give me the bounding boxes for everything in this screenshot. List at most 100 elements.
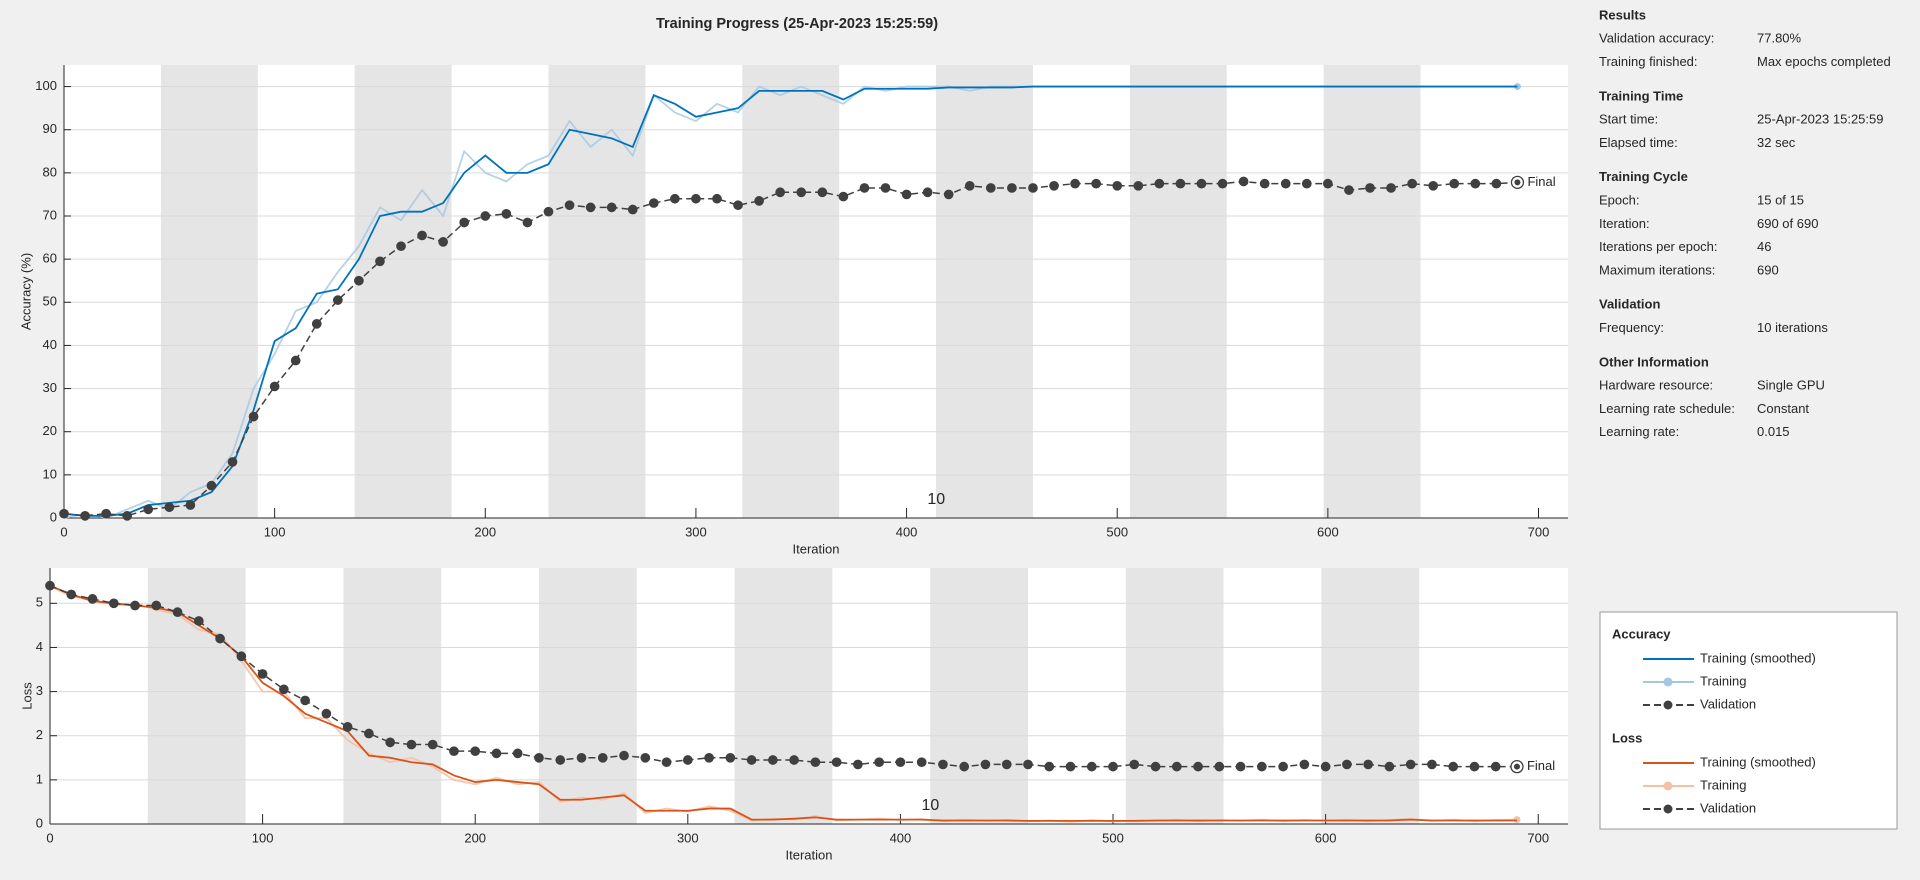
validation-point: [796, 187, 807, 198]
validation-point: [895, 757, 906, 768]
validation-point: [130, 600, 140, 611]
epoch-band: [160, 65, 258, 518]
validation-point: [1448, 761, 1459, 772]
validation-point: [789, 755, 799, 765]
legend-label: Validation: [1700, 696, 1756, 711]
validation-point: [1469, 761, 1480, 772]
validation-point: [101, 508, 111, 519]
validation-point: [269, 381, 280, 392]
validation-point: [1491, 178, 1502, 189]
validation-point: [470, 746, 481, 757]
validation-point: [1086, 761, 1097, 772]
validation-point: [648, 198, 659, 208]
info-value: 15 of 15: [1757, 193, 1804, 208]
info-value: 32 sec: [1757, 135, 1796, 150]
validation-point: [290, 355, 301, 366]
validation-point: [1405, 759, 1416, 770]
epoch-band: [936, 65, 1033, 518]
info-label: Iterations per epoch:: [1599, 239, 1718, 254]
validation-point: [712, 193, 722, 204]
x-tick-label: 600: [1317, 524, 1339, 539]
validation-point: [375, 256, 385, 267]
validation-point: [1238, 176, 1249, 187]
validation-point: [1070, 178, 1080, 189]
validation-point: [704, 752, 714, 763]
validation-point: [151, 600, 162, 611]
validation-point: [1049, 180, 1059, 191]
validation-point: [1320, 761, 1331, 772]
info-heading: Training Cycle: [1599, 169, 1688, 184]
validation-point: [321, 708, 332, 719]
series-line: [49, 584, 1517, 822]
validation-point: [831, 757, 842, 768]
validation-point: [385, 737, 396, 748]
validation-point: [1091, 178, 1102, 189]
validation-point: [459, 217, 470, 228]
info-label: Validation accuracy:: [1599, 31, 1714, 46]
info-label: Iteration:: [1599, 216, 1650, 231]
series-line: [63, 85, 1518, 517]
legend-marker: [1663, 781, 1673, 791]
chart-title: Training Progress (25-Apr-2023 15:25:59): [656, 16, 938, 32]
validation-point: [1490, 761, 1501, 772]
validation-point: [1196, 178, 1207, 189]
x-tick-label: 200: [474, 524, 496, 539]
validation-point: [1384, 761, 1395, 772]
x-axis-label: Iteration: [793, 541, 840, 556]
x-tick-label: 100: [264, 524, 286, 539]
validation-point: [627, 204, 638, 215]
validation-point: [332, 295, 343, 305]
validation-point: [1108, 761, 1118, 772]
validation-point: [1028, 183, 1038, 193]
validation-point: [1259, 178, 1270, 189]
validation-point: [311, 319, 322, 329]
y-tick-label: 40: [43, 337, 57, 352]
epoch-band: [1321, 568, 1420, 824]
y-tick-label: 0: [36, 815, 43, 830]
series-line: [49, 584, 1517, 768]
validation-point: [449, 746, 459, 757]
validation-point: [691, 193, 701, 204]
validation-point: [768, 755, 778, 765]
legend-title: Accuracy: [1612, 626, 1671, 641]
validation-point: [1129, 759, 1140, 770]
x-tick-label: 0: [60, 524, 67, 539]
info-heading: Validation: [1599, 297, 1660, 312]
validation-point: [480, 211, 491, 221]
info-label: Frequency:: [1599, 320, 1664, 335]
legend-label: Training: [1700, 777, 1746, 792]
validation-point: [1214, 761, 1225, 772]
validation-point: [1150, 761, 1161, 772]
validation-point: [206, 480, 217, 491]
validation-point: [670, 193, 680, 204]
legend-label: Training (smoothed): [1700, 754, 1816, 769]
validation-point: [122, 510, 133, 521]
annotation: 10: [927, 491, 945, 508]
validation-point: [916, 757, 927, 768]
validation-point: [279, 684, 289, 695]
validation-point: [555, 755, 566, 765]
validation-point: [438, 237, 449, 247]
info-value: 0.015: [1757, 424, 1790, 439]
epoch-band: [742, 65, 840, 518]
validation-point: [640, 752, 651, 763]
validation-point: [1217, 178, 1228, 189]
x-tick-label: 400: [896, 524, 918, 539]
info-value: 77.80%: [1757, 31, 1802, 46]
validation-point: [838, 191, 849, 202]
validation-point: [1001, 759, 1012, 770]
info-value: Single GPU: [1757, 378, 1825, 393]
validation-point: [1023, 759, 1033, 770]
validation-point: [661, 757, 672, 768]
validation-point: [59, 508, 69, 519]
validation-point: [1301, 178, 1312, 189]
validation-point: [874, 757, 885, 768]
validation-point: [1386, 183, 1396, 193]
validation-point: [396, 241, 406, 252]
y-tick-label: 90: [43, 121, 57, 136]
info-heading: Other Information: [1599, 354, 1709, 369]
validation-point: [236, 651, 247, 662]
validation-point: [257, 669, 268, 679]
info-heading: Results: [1599, 7, 1646, 22]
